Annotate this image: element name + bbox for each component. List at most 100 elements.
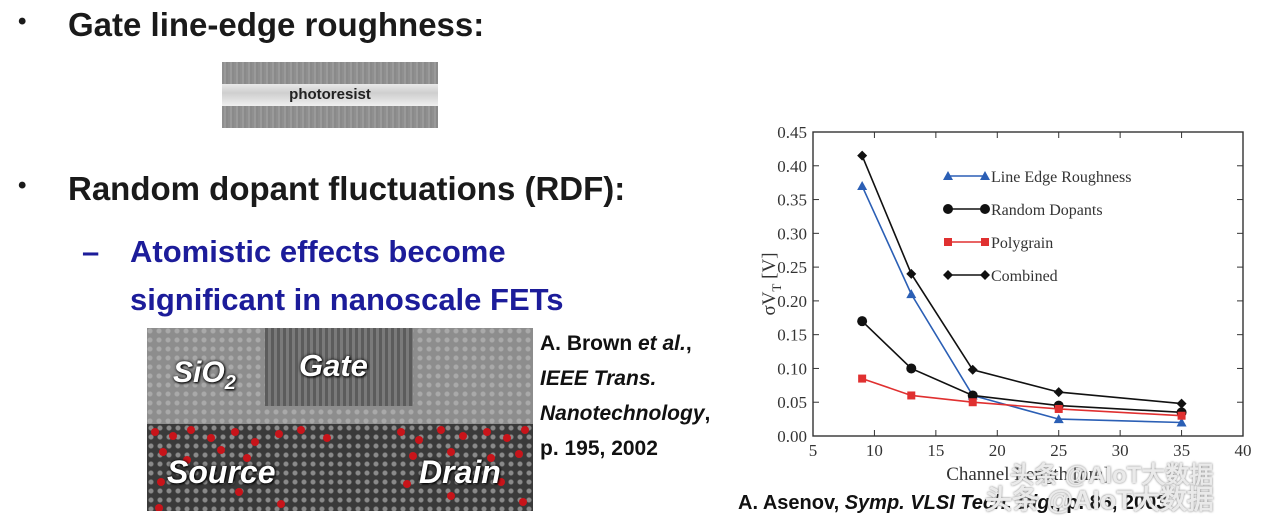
tem-device-image: SiO2 Gate Source Drain: [147, 328, 533, 511]
dopant-atom: [151, 428, 159, 436]
data-point: [1176, 398, 1187, 409]
legend-marker: [980, 270, 990, 280]
data-point: [1176, 417, 1187, 427]
sub-bullet-atomistic: – Atomistic effects become significant i…: [82, 228, 564, 324]
x-tick-label: 35: [1173, 441, 1190, 460]
dopant-atom: [519, 498, 527, 506]
y-tick-label: 0.40: [777, 157, 807, 176]
y-tick-label: 0.05: [777, 393, 807, 412]
photoresist-image: photoresist: [222, 62, 438, 128]
data-point: [907, 391, 916, 400]
dopant-atom: [521, 426, 529, 434]
bullet-text: Random dopant fluctuations (RDF):: [68, 170, 626, 207]
photoresist-label: photoresist: [289, 86, 371, 103]
sub-bullet-line-2: significant in nanoscale FETs: [130, 282, 564, 317]
legend-label: Polygrain: [991, 235, 1053, 252]
legend-marker: [943, 204, 953, 214]
data-point: [1053, 387, 1064, 398]
bullet-text: Gate line-edge roughness:: [68, 6, 485, 43]
dopant-atom: [277, 500, 285, 508]
y-tick-label: 0.15: [777, 326, 807, 345]
dopant-atom: [447, 492, 455, 500]
x-tick-label: 15: [927, 441, 944, 460]
dopant-atom: [447, 448, 455, 456]
x-tick-label: 20: [989, 441, 1006, 460]
watermark-lower: 头条 @AIoT大数据: [985, 485, 1214, 515]
citation-brown: A. Brown et al., IEEE Trans. Nanotechnol…: [540, 326, 710, 466]
bullet-gate-ler: • Gate line-edge roughness:: [18, 6, 485, 44]
dopant-atom: [217, 446, 225, 454]
legend-label: Combined: [991, 268, 1058, 285]
citation-asenov: A. Asenov, Symp. VLSI Tech. Dig., p. 86,…: [738, 492, 1168, 514]
dopant-atom: [243, 454, 251, 462]
dopant-atom: [207, 434, 215, 442]
dopant-atom: [235, 488, 243, 496]
x-tick-label: 30: [1112, 441, 1129, 460]
y-tick-label: 0.45: [777, 123, 807, 142]
photoresist-line: [222, 84, 438, 106]
plot-frame: [812, 131, 1244, 437]
gate-region: [265, 328, 413, 406]
sub-bullet-dash: –: [82, 234, 100, 269]
y-tick-label: 0.30: [777, 224, 807, 243]
legend-marker: [981, 238, 989, 246]
bullet-dot: •: [18, 172, 27, 199]
y-tick-label: 0.00: [777, 427, 807, 446]
drain-label: Drain: [419, 454, 501, 490]
dopant-atom: [155, 504, 163, 511]
data-point: [906, 363, 917, 374]
legend-label: Random Dopants: [991, 202, 1103, 219]
legend-marker: [943, 171, 953, 180]
dopant-atom: [459, 432, 467, 440]
dopant-atom: [409, 452, 417, 460]
data-point: [1177, 411, 1186, 420]
source-label: Source: [167, 454, 276, 490]
legend-marker: [980, 171, 990, 180]
citation-line-4: p. 195, 2002: [540, 437, 658, 460]
dopant-atom: [415, 436, 423, 444]
dopant-atom: [159, 448, 167, 456]
dopant-atom: [183, 456, 191, 464]
citation-line-2: IEEE Trans.: [540, 367, 657, 390]
gate-label: Gate: [299, 348, 368, 383]
data-point: [906, 268, 917, 279]
dopant-atom: [187, 426, 195, 434]
dopant-atom: [251, 438, 259, 446]
dopant-atom: [515, 450, 523, 458]
dopant-atom: [169, 432, 177, 440]
legend-label: Line Edge Roughness: [991, 169, 1131, 186]
series-line: [861, 185, 1182, 424]
sigma-vt-chart: 5 10 15 20 25 30 35 40 0.00 0.05 0.10 0.15 0.20 0.25 0…: [759, 123, 1252, 485]
dopant-atom: [497, 478, 505, 486]
dopant-atom: [403, 480, 411, 488]
data-point: [1053, 414, 1064, 424]
legend-marker: [943, 270, 953, 280]
dopant-atom: [487, 454, 495, 462]
dopant-atom: [503, 434, 511, 442]
citation-line-1: A. Brown et al.,: [540, 332, 692, 355]
y-tick-label: 0.10: [777, 359, 807, 378]
watermark-upper: 头条 @AIoT大数据: [1010, 462, 1214, 489]
y-tick-label: 0.20: [777, 292, 807, 311]
data-point: [858, 374, 867, 383]
data-point: [967, 364, 978, 375]
legend-marker: [980, 204, 990, 214]
dopant-atom: [297, 426, 305, 434]
y-tick-label: 0.25: [777, 258, 807, 277]
dopant-atom: [275, 430, 283, 438]
dopant-atom: [437, 426, 445, 434]
data-point: [968, 398, 977, 407]
dopant-atom: [231, 428, 239, 436]
x-tick-label: 40: [1235, 441, 1252, 460]
citation-line-3: Nanotechnology,: [540, 402, 711, 425]
x-tick-label: 25: [1050, 441, 1067, 460]
data-point: [857, 150, 868, 161]
y-tick-label: 0.35: [777, 191, 807, 210]
y-axis-label: σVT [V]: [759, 252, 784, 315]
x-tick-label: 10: [866, 441, 883, 460]
sio2-label: SiO2: [173, 356, 236, 394]
data-point: [906, 289, 917, 299]
dopant-atom: [483, 428, 491, 436]
dopant-atom: [157, 478, 165, 486]
data-point: [1054, 404, 1063, 413]
